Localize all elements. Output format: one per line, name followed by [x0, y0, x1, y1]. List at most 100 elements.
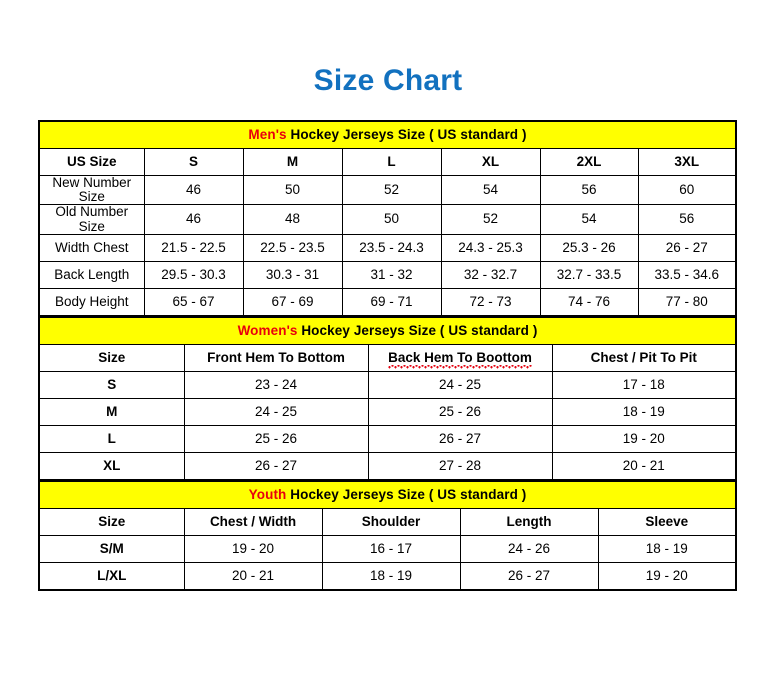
mens-row-4-val-3: 72 - 73 [440, 287, 541, 317]
mens-row-3-val-5: 33.5 - 34.6 [637, 260, 737, 289]
womens-col-1: Front Hem To Bottom [183, 343, 369, 372]
mens-row-0-val-1: 50 [242, 174, 343, 206]
mens-banner-accent: Men's [248, 126, 287, 142]
mens-row-1-val-4: 54 [539, 204, 639, 235]
mens-size-table: Men's Hockey Jerseys Size ( US standard … [38, 120, 738, 317]
mens-row-3-val-1: 30.3 - 31 [242, 260, 343, 289]
mens-row-0-val-5: 60 [637, 174, 737, 206]
youth-col-3: Length [459, 507, 599, 536]
youth-col-1: Chest / Width [183, 507, 323, 536]
mens-row-1-val-5: 56 [637, 204, 737, 235]
mens-row-1-label: Old Number Size [38, 204, 145, 235]
mens-banner-row: Men's Hockey Jerseys Size ( US standard … [38, 120, 737, 149]
womens-size-table: Women's Hockey Jerseys Size ( US standar… [38, 316, 738, 481]
mens-banner-rest: Hockey Jerseys Size ( US standard ) [286, 126, 527, 142]
mens-row-1-val-1: 48 [242, 204, 343, 235]
youth-row-1-val-3: 19 - 20 [597, 561, 737, 591]
womens-col-2-misspelled-text: Back Hem To Boottom [388, 349, 532, 369]
womens-banner-row: Women's Hockey Jerseys Size ( US standar… [38, 316, 737, 345]
table-row: Back Length 29.5 - 30.3 30.3 - 31 31 - 3… [38, 260, 737, 289]
mens-row-0-val-2: 52 [341, 174, 442, 206]
page-title: Size Chart [313, 64, 463, 97]
table-row: M 24 - 25 25 - 26 18 - 19 [38, 397, 737, 426]
mens-row-3-val-0: 29.5 - 30.3 [143, 260, 244, 289]
womens-col-2: Back Hem To Boottom [367, 343, 553, 372]
youth-row-1-label: L/XL [38, 561, 185, 591]
womens-row-1-val-0: 24 - 25 [183, 397, 369, 426]
mens-row-4-val-5: 77 - 80 [637, 287, 737, 317]
womens-row-1-label: M [38, 397, 185, 426]
mens-row-3-label: Back Length [38, 260, 145, 289]
youth-row-0-val-0: 19 - 20 [183, 534, 323, 563]
womens-col-0: Size [38, 343, 185, 372]
mens-row-1-val-2: 50 [341, 204, 442, 235]
youth-banner-row: Youth Hockey Jerseys Size ( US standard … [38, 480, 737, 509]
womens-row-0-label: S [38, 370, 185, 399]
mens-col-0: US Size [38, 148, 145, 176]
youth-row-0-label: S/M [38, 534, 185, 563]
mens-row-3-val-2: 31 - 32 [341, 260, 442, 289]
youth-row-0-val-1: 16 - 17 [321, 534, 461, 563]
mens-row-2-val-3: 24.3 - 25.3 [440, 233, 541, 262]
youth-row-0-val-3: 18 - 19 [597, 534, 737, 563]
womens-row-2-val-1: 26 - 27 [367, 424, 553, 453]
womens-header-row: Size Front Hem To Bottom Back Hem To Boo… [38, 343, 737, 372]
mens-header-row: US Size S M L XL 2XL 3XL [38, 148, 737, 176]
table-row: Body Height 65 - 67 67 - 69 69 - 71 72 -… [38, 287, 737, 317]
table-row: S/M 19 - 20 16 - 17 24 - 26 18 - 19 [38, 534, 737, 563]
womens-banner-rest: Hockey Jerseys Size ( US standard ) [297, 322, 538, 338]
mens-row-1-val-3: 52 [440, 204, 541, 235]
youth-row-1-val-1: 18 - 19 [321, 561, 461, 591]
mens-row-0-val-3: 54 [440, 174, 541, 206]
mens-col-5: 2XL [539, 148, 639, 176]
womens-row-0-val-1: 24 - 25 [367, 370, 553, 399]
youth-size-table: Youth Hockey Jerseys Size ( US standard … [38, 480, 738, 591]
mens-row-3-val-4: 32.7 - 33.5 [539, 260, 639, 289]
youth-banner-accent: Youth [248, 486, 287, 502]
womens-banner-accent: Women's [237, 322, 298, 338]
mens-row-4-val-2: 69 - 71 [341, 287, 442, 317]
table-row: L 25 - 26 26 - 27 19 - 20 [38, 424, 737, 453]
mens-col-3: L [341, 148, 442, 176]
mens-row-2-val-2: 23.5 - 24.3 [341, 233, 442, 262]
size-chart-tables: Men's Hockey Jerseys Size ( US standard … [38, 120, 738, 591]
youth-header-row: Size Chest / Width Shoulder Length Sleev… [38, 507, 737, 536]
table-row: XL 26 - 27 27 - 28 20 - 21 [38, 451, 737, 481]
womens-row-3-val-1: 27 - 28 [367, 451, 553, 481]
youth-col-0: Size [38, 507, 185, 536]
mens-col-6: 3XL [637, 148, 737, 176]
table-row: Width Chest 21.5 - 22.5 22.5 - 23.5 23.5… [38, 233, 737, 262]
mens-row-3-val-3: 32 - 32.7 [440, 260, 541, 289]
mens-col-1: S [143, 148, 244, 176]
table-row: New Number Size 46 50 52 54 56 60 [38, 174, 737, 206]
youth-banner: Youth Hockey Jerseys Size ( US standard … [38, 480, 737, 509]
youth-row-0-val-2: 24 - 26 [459, 534, 599, 563]
womens-row-3-val-0: 26 - 27 [183, 451, 369, 481]
mens-row-4-val-0: 65 - 67 [143, 287, 244, 317]
mens-row-2-val-5: 26 - 27 [637, 233, 737, 262]
mens-row-4-val-4: 74 - 76 [539, 287, 639, 317]
womens-row-2-val-2: 19 - 20 [551, 424, 737, 453]
womens-row-2-label: L [38, 424, 185, 453]
youth-row-1-val-2: 26 - 27 [459, 561, 599, 591]
mens-row-0-val-0: 46 [143, 174, 244, 206]
table-row: L/XL 20 - 21 18 - 19 26 - 27 19 - 20 [38, 561, 737, 591]
mens-row-2-label: Width Chest [38, 233, 145, 262]
mens-row-2-val-0: 21.5 - 22.5 [143, 233, 244, 262]
mens-col-2: M [242, 148, 343, 176]
womens-row-0-val-2: 17 - 18 [551, 370, 737, 399]
mens-row-1-val-0: 46 [143, 204, 244, 235]
womens-banner: Women's Hockey Jerseys Size ( US standar… [38, 316, 737, 345]
womens-col-3: Chest / Pit To Pit [551, 343, 737, 372]
table-row: Old Number Size 46 48 50 52 54 56 [38, 204, 737, 235]
mens-row-2-val-4: 25.3 - 26 [539, 233, 639, 262]
mens-row-4-val-1: 67 - 69 [242, 287, 343, 317]
womens-row-3-label: XL [38, 451, 185, 481]
youth-banner-rest: Hockey Jerseys Size ( US standard ) [286, 486, 527, 502]
youth-row-1-val-0: 20 - 21 [183, 561, 323, 591]
mens-banner: Men's Hockey Jerseys Size ( US standard … [38, 120, 737, 149]
mens-row-0-label: New Number Size [38, 174, 145, 206]
table-row: S 23 - 24 24 - 25 17 - 18 [38, 370, 737, 399]
womens-row-2-val-0: 25 - 26 [183, 424, 369, 453]
